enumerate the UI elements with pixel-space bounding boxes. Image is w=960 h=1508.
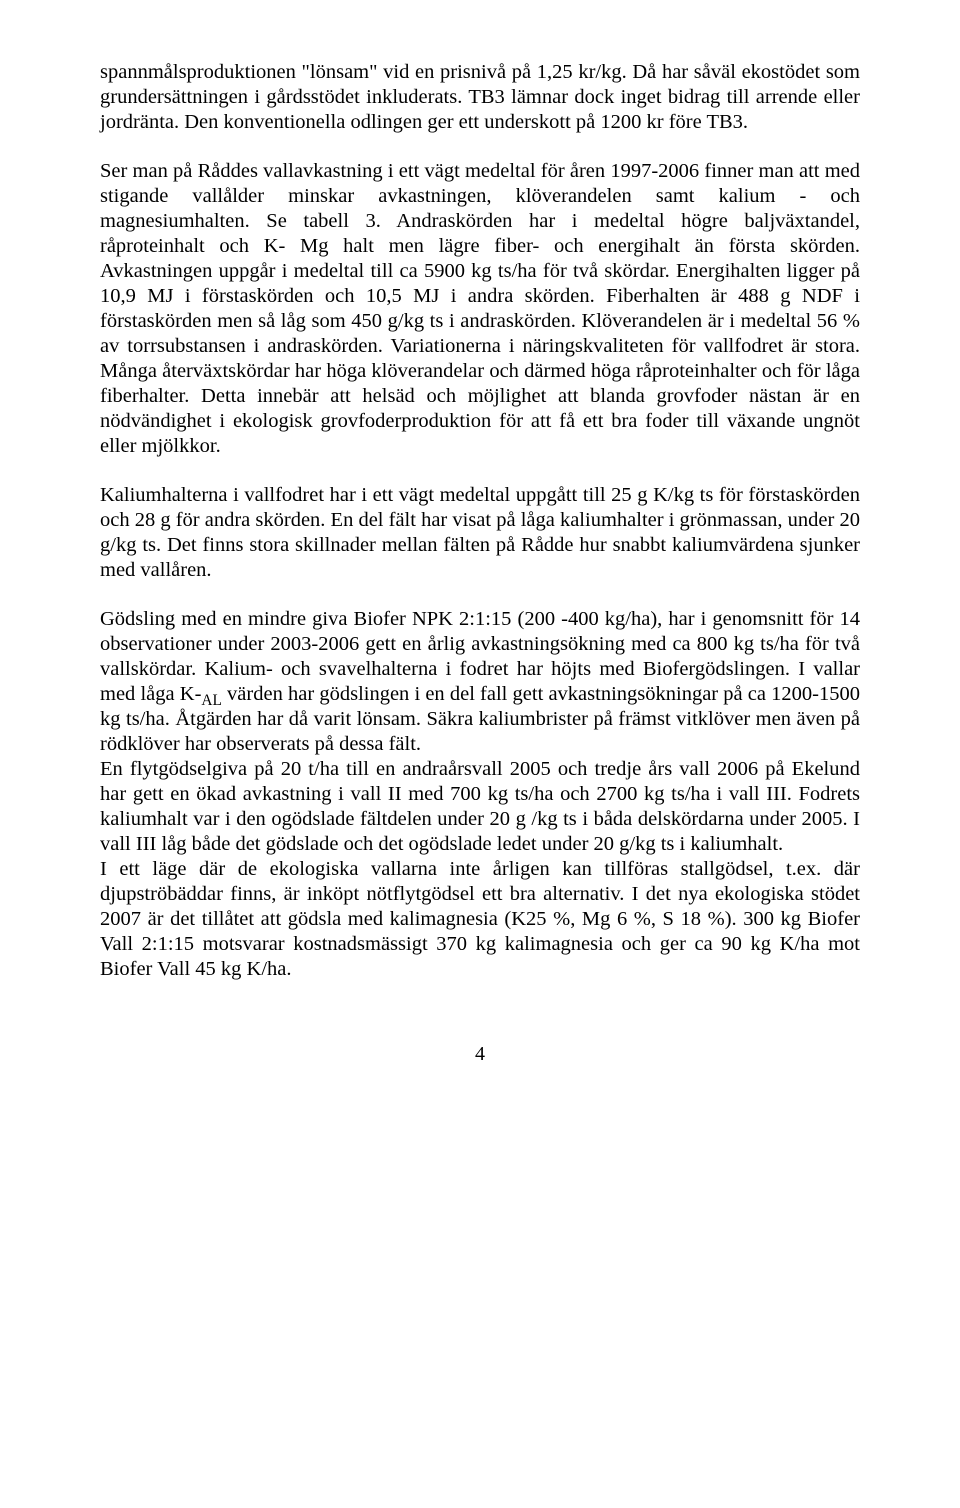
paragraph-4: Gödsling med en mindre giva Biofer NPK 2… bbox=[100, 607, 860, 757]
paragraph-1: spannmålsproduktionen "lönsam" vid en pr… bbox=[100, 60, 860, 135]
page-number: 4 bbox=[100, 1042, 860, 1066]
subscript-al: AL bbox=[201, 692, 221, 709]
paragraph-3: Kaliumhalterna i vallfodret har i ett vä… bbox=[100, 483, 860, 583]
paragraph-2: Ser man på Råddes vallavkastning i ett v… bbox=[100, 159, 860, 459]
paragraph-5: En flytgödselgiva på 20 t/ha till en and… bbox=[100, 757, 860, 857]
paragraph-6: I ett läge där de ekologiska vallarna in… bbox=[100, 857, 860, 982]
document-page: spannmålsproduktionen "lönsam" vid en pr… bbox=[0, 0, 960, 1106]
